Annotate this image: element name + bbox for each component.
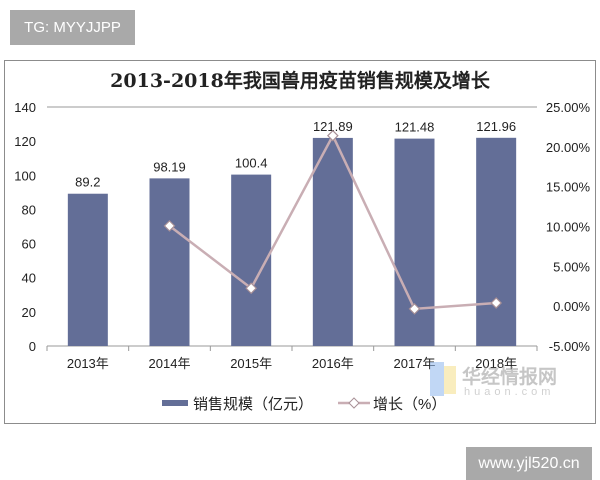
right-tick-label: 0.00% <box>553 299 590 314</box>
x-tick-label: 2015年 <box>230 356 272 371</box>
bar-data-label: 121.89 <box>313 119 353 134</box>
bar <box>149 178 190 346</box>
bar <box>394 138 435 346</box>
left-tick-label: 120 <box>14 134 36 149</box>
bar <box>67 193 108 346</box>
bar-data-label: 121.96 <box>476 119 516 134</box>
legend-line-label: 增长（%） <box>373 396 446 413</box>
left-tick-label: 20 <box>22 305 36 320</box>
left-tick-label: 140 <box>14 100 36 115</box>
bar-data-label: 121.48 <box>395 120 435 135</box>
bar-data-label: 100.4 <box>235 156 268 171</box>
left-tick-label: 80 <box>22 202 36 217</box>
logo-text-cn: 华经情报网 <box>462 367 558 388</box>
legend-bar-swatch <box>162 400 188 406</box>
watermark-tag-bottom-right: www.yjl520.cn <box>466 447 592 480</box>
x-tick-label: 2016年 <box>312 356 354 371</box>
legend-diamond-icon <box>348 397 360 409</box>
right-tick-label: 15.00% <box>546 180 591 195</box>
x-tick-label: 2017年 <box>394 356 436 371</box>
bar <box>312 137 353 346</box>
chart-frame <box>4 60 596 424</box>
bar <box>476 137 517 346</box>
bar-data-label: 98.19 <box>153 159 186 174</box>
left-tick-label: 60 <box>22 237 36 252</box>
growth-point <box>163 220 176 232</box>
left-tick-label: 100 <box>14 168 36 183</box>
growth-point <box>326 129 339 142</box>
bar-data-label: 89.2 <box>75 175 100 190</box>
right-tick-label: 10.00% <box>546 220 591 235</box>
logo-text-en: huaon.com <box>464 386 555 398</box>
right-tick-label: 5.00% <box>553 259 590 274</box>
right-tick-label: 25.00% <box>546 100 591 115</box>
x-tick-label: 2014年 <box>149 356 191 371</box>
legend-bar-label: 销售规模（亿元） <box>193 396 313 413</box>
growth-point <box>408 303 421 315</box>
right-tick-label: -5.00% <box>549 339 591 354</box>
bar <box>231 174 272 346</box>
left-tick-label: 40 <box>22 271 36 286</box>
watermark-tag-top-left: TG: MYYJJPP <box>10 10 135 45</box>
right-tick-label: 20.00% <box>546 140 591 155</box>
growth-point <box>245 282 258 295</box>
x-tick-label: 2018年 <box>475 356 517 371</box>
huaon-logo: 华经情报网 huaon.com <box>430 362 590 402</box>
chart-title: 2013-2018年我国兽用疫苗销售规模及增长 <box>110 69 491 92</box>
growth-point <box>490 297 503 309</box>
left-tick-label: 0 <box>29 339 36 354</box>
x-tick-label: 2013年 <box>67 356 109 371</box>
